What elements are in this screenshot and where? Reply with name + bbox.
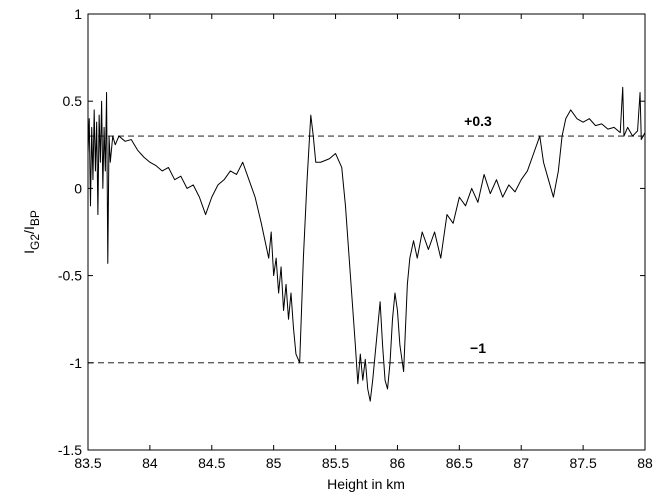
y-axis-label-part: I	[21, 250, 37, 254]
y-tick-label: 0	[74, 180, 82, 196]
x-tick-label: 86	[390, 455, 406, 471]
y-axis-label-part: /I	[21, 226, 37, 234]
x-tick-label: 83.5	[74, 455, 101, 471]
x-tick-label: 85	[266, 455, 282, 471]
x-axis-label: Height in km	[327, 476, 405, 492]
reference-label: −1	[470, 340, 486, 356]
y-tick-label: 1	[74, 6, 82, 22]
x-tick-label: 87	[513, 455, 529, 471]
x-tick-label: 86.5	[446, 455, 473, 471]
y-tick-label: -0.5	[58, 268, 82, 284]
plot-frame	[87, 13, 646, 451]
x-tick-label: 88	[637, 455, 653, 471]
data-line	[87, 86, 646, 402]
y-axis-label-part: BP	[28, 210, 42, 226]
x-tick-label: 85.5	[322, 455, 349, 471]
y-axis-label-part: G2	[28, 234, 42, 250]
x-tick-label: 87.5	[569, 455, 596, 471]
x-tick-label: 84	[142, 455, 158, 471]
reference-label: +0.3	[464, 113, 492, 129]
x-tick-label: 84.5	[198, 455, 225, 471]
y-tick-label: -1	[70, 355, 83, 371]
y-tick-label: -1.5	[58, 442, 82, 458]
y-tick-label: 0.5	[63, 93, 83, 109]
y-axis-label: IG2/IBP	[21, 210, 42, 254]
